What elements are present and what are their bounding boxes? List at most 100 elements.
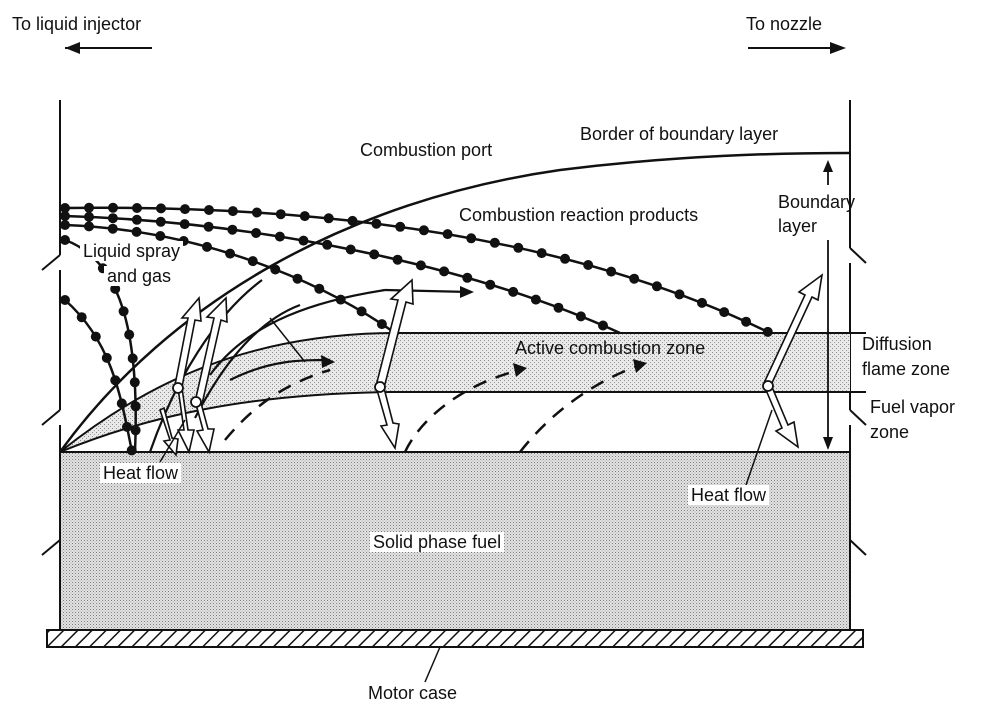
streamline-bead — [530, 294, 541, 305]
streamline-bead — [101, 352, 112, 363]
streamline-bead — [553, 302, 564, 313]
streamline-bead — [442, 229, 453, 240]
streamline-bead — [466, 233, 477, 244]
heat-flow-left-label: Heat flow — [100, 463, 182, 483]
streamline-bead — [179, 219, 190, 230]
streamline-bead — [130, 425, 141, 436]
to-liquid-injector-label: To liquid injector — [12, 14, 142, 34]
to-liquid-injector-arrow — [65, 42, 152, 54]
streamline-bead — [76, 312, 87, 323]
streamline-bead — [741, 316, 752, 327]
streamline-bead — [251, 228, 262, 238]
streamline-bead — [126, 445, 137, 456]
streamline-bead — [345, 244, 356, 255]
streamline-bead — [674, 289, 685, 300]
active-combustion-zone-label: Active combustion zone — [515, 338, 706, 358]
streamline-bead — [606, 266, 617, 277]
heat-source-points — [172, 380, 774, 408]
diffusion-flame-zone-band — [60, 333, 850, 452]
streamline-bead — [116, 398, 127, 409]
streamline-bead — [108, 202, 118, 213]
streamline-bead — [629, 273, 640, 284]
combustion-port-label: Combustion port — [360, 140, 493, 160]
streamline-bead — [60, 211, 70, 221]
boundary-layer-label-line1: Boundary — [778, 192, 856, 212]
streamline-bead — [124, 329, 135, 340]
border-of-boundary-layer-label: Border of boundary layer — [580, 124, 779, 144]
streamline-bead — [180, 204, 190, 215]
streamline-bead — [322, 239, 333, 250]
streamline-bead — [275, 209, 286, 220]
streamline-bead — [415, 260, 426, 271]
streamline-bead — [131, 226, 142, 237]
streamline-bead — [127, 353, 138, 364]
streamline-bead — [251, 207, 262, 218]
streamline-bead — [110, 375, 121, 386]
streamline-bead — [356, 306, 367, 317]
left-wall — [41, 100, 61, 630]
streamline-bead — [369, 249, 380, 260]
streamline-bead — [347, 215, 358, 226]
heat-flow-arrows — [159, 273, 824, 457]
dashed-arrowheads — [513, 359, 647, 377]
streamline-bead — [129, 377, 140, 388]
streamline-bead — [489, 237, 500, 248]
boundary-layer-arrow — [823, 160, 833, 450]
streamline-bead — [132, 203, 142, 213]
motor-case — [46, 629, 864, 648]
streamline-bead — [513, 242, 524, 253]
streamline-bead — [118, 306, 129, 317]
streamline-bead — [107, 223, 118, 234]
streamline-bead — [84, 211, 94, 222]
fuel-vapor-zone-label-line2: zone — [870, 422, 910, 442]
streamline-bead — [60, 295, 70, 305]
streamline-bead — [719, 307, 730, 318]
streamline-bead — [203, 221, 214, 232]
streamline-bead — [536, 248, 547, 259]
fuel-vapor-zone-label-line1: Fuel vapor — [870, 397, 956, 417]
streamline-bead — [314, 283, 325, 294]
streamline-bead — [155, 231, 166, 241]
motor-case-leader — [424, 646, 441, 683]
streamline-bead — [508, 286, 519, 297]
boundary-layer-border — [58, 151, 851, 453]
streamline-bead — [225, 248, 236, 259]
streamline-bead — [90, 331, 101, 342]
boundary-layer-label-line2: layer — [778, 216, 818, 236]
liquid-spray-label-line2: and gas — [104, 266, 175, 286]
streamline-bead — [202, 241, 212, 252]
to-nozzle-arrow — [748, 42, 846, 54]
streamline-bead — [371, 218, 382, 229]
streamline-bead — [376, 319, 387, 330]
streamline-bead — [270, 264, 281, 275]
streamline-bead — [598, 320, 608, 331]
to-nozzle-label: To nozzle — [746, 14, 823, 34]
leader-lines — [159, 317, 773, 486]
streamline-bead — [392, 254, 403, 265]
combustion-reaction-products-label: Combustion reaction products — [456, 205, 702, 225]
streamline-bead — [122, 421, 132, 432]
streamline-bead — [84, 202, 94, 213]
streamline-bead — [485, 279, 496, 290]
heat-flow-right-label: Heat flow — [688, 485, 770, 505]
streamline-bead — [274, 231, 285, 242]
streamline-bead — [439, 266, 450, 277]
streamline-bead — [107, 213, 118, 224]
streamline-bead — [84, 221, 94, 232]
streamline-bead — [131, 214, 142, 225]
streamline-bead — [110, 283, 121, 294]
flame-zone-lower-edge — [59, 391, 850, 453]
streamline-bead — [560, 253, 570, 264]
streamline-bead — [156, 203, 166, 214]
streamline-bead — [462, 272, 473, 283]
streamline-bead — [292, 273, 303, 284]
streamline-bead — [60, 203, 70, 213]
streamline-bead — [227, 206, 238, 217]
streamline-bead — [299, 211, 310, 222]
liquid-spray-label-line1: Liquid spray — [80, 241, 184, 261]
streamline-bead — [130, 401, 141, 412]
streamline-bead — [155, 216, 166, 227]
motor-case-label: Motor case — [368, 683, 458, 703]
streamline-bead — [298, 235, 309, 246]
